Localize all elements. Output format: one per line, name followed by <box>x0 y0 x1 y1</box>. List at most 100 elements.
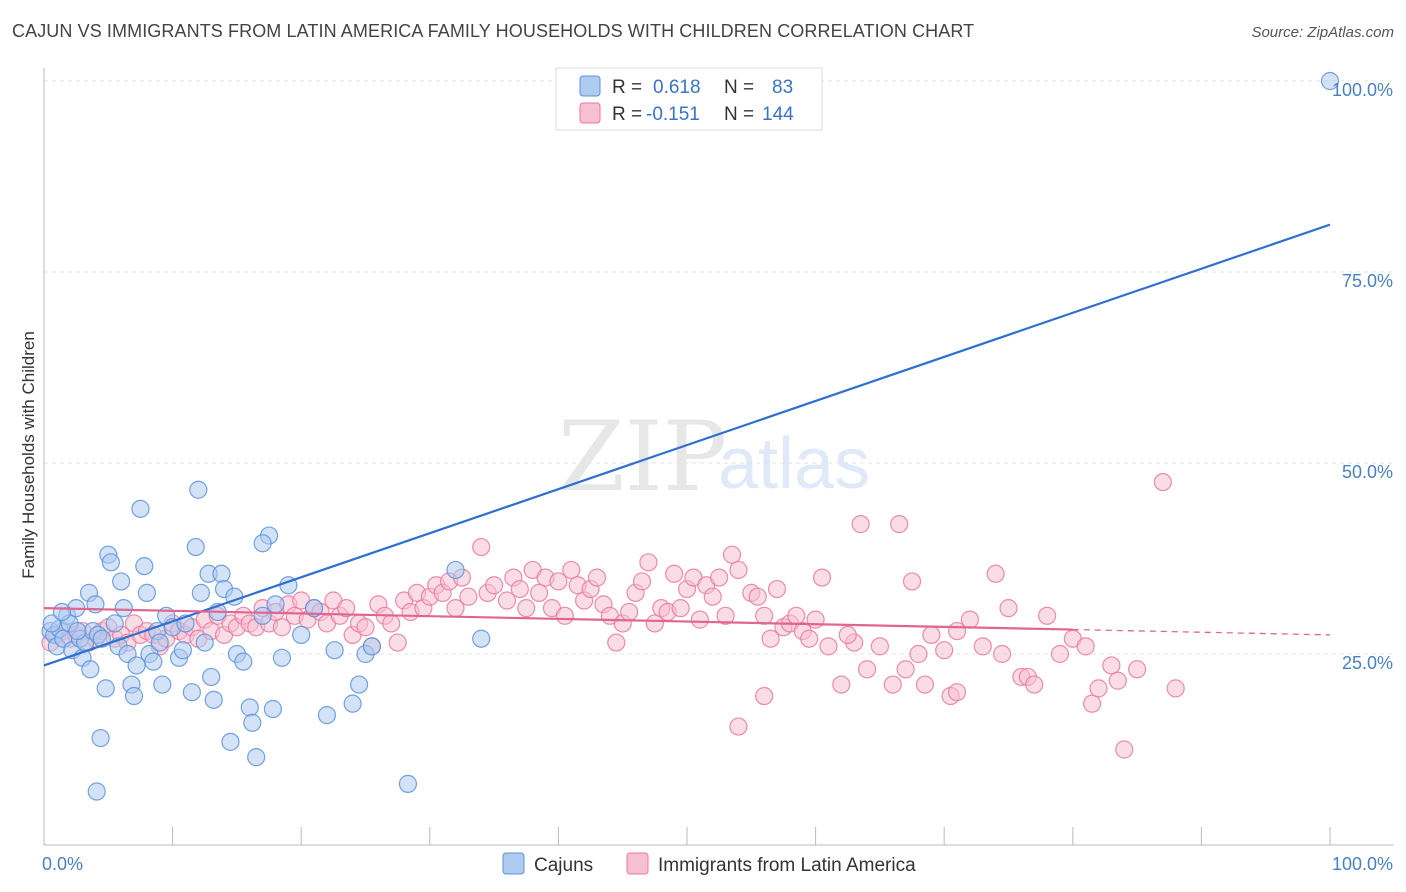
immigrant-point <box>497 591 517 610</box>
immigrant-point <box>1127 660 1147 679</box>
immigrant-point <box>356 618 375 637</box>
immigrant-point <box>337 599 356 618</box>
chart-title: CAJUN VS IMMIGRANTS FROM LATIN AMERICA F… <box>12 21 975 41</box>
cajun-point <box>173 641 192 660</box>
immigrant-point <box>1108 671 1127 690</box>
x-tick-label: 0.0% <box>42 854 83 874</box>
cajun-point <box>221 732 240 751</box>
legend-n-label-cajuns: N = <box>724 77 754 98</box>
y-tick-label: 100.0% <box>1332 80 1393 100</box>
immigrant-point <box>800 629 819 648</box>
immigrant-point <box>562 560 581 580</box>
legend-r-label-immigrants: R = <box>612 104 642 125</box>
cajun-point <box>304 599 324 618</box>
immigrant-point <box>729 717 748 736</box>
gridlines <box>44 80 1394 655</box>
y-axis-label: Family Households with Children <box>19 331 38 579</box>
cajun-point <box>153 675 172 694</box>
cajun-point <box>182 683 201 702</box>
cajun-point <box>472 629 491 648</box>
cajun-point <box>101 553 120 572</box>
cajun-point <box>292 625 311 645</box>
cajun-point <box>137 583 156 602</box>
immigrant-point <box>909 644 928 664</box>
immigrant-point <box>806 610 825 629</box>
bottom-legend-label-immigrants: Immigrants from Latin America <box>658 855 916 876</box>
cajun-point <box>240 698 259 717</box>
immigrant-point <box>748 587 767 606</box>
immigrant-point <box>639 553 658 572</box>
cajun-point <box>186 537 205 557</box>
immigrant-point <box>530 583 549 602</box>
immigrant-point <box>870 637 890 656</box>
immigrant-point <box>890 515 909 534</box>
cajun-point <box>189 480 208 499</box>
immigrant-point <box>703 587 722 606</box>
immigrant-point <box>902 572 922 591</box>
cajun-point <box>204 690 223 709</box>
trend-line-cajuns <box>43 223 1331 667</box>
x-tick-label: 100.0% <box>1332 854 1393 874</box>
legend-r-value-immigrants: -0.151 <box>646 104 700 125</box>
cajun-point <box>253 534 272 553</box>
cajun-point <box>1320 71 1340 91</box>
legend-n-value-immigrants: 144 <box>762 104 794 125</box>
cajun-point <box>272 648 292 667</box>
immigrant-point <box>1102 656 1121 675</box>
y-tick-label: 25.0% <box>1342 653 1393 673</box>
legend-r-label-cajuns: R = <box>612 77 642 98</box>
cajun-point <box>52 602 72 622</box>
immigrant-point <box>729 560 748 580</box>
immigrant-point <box>549 572 568 591</box>
immigrant-point <box>620 602 639 622</box>
cajun-point <box>91 728 110 748</box>
tick-labels: 25.0% 50.0% 75.0% 100.0% 0.0% 100.0% <box>42 80 1393 874</box>
immigrant-point <box>1115 740 1134 759</box>
immigrant-point <box>716 606 735 625</box>
immigrant-point <box>485 576 504 595</box>
legend-swatch-immigrants <box>579 102 601 124</box>
cajun-point <box>349 675 369 694</box>
legend-r-value-cajuns: 0.618 <box>653 77 701 98</box>
immigrant-point <box>883 675 902 694</box>
cajun-point <box>131 499 150 518</box>
bottom-legend-label-cajuns: Cajuns <box>534 855 593 876</box>
cajun-point <box>266 595 285 614</box>
immigrant-point <box>915 675 935 694</box>
immigrant-point <box>645 614 664 633</box>
cajun-point <box>317 706 337 725</box>
cajun-point <box>243 713 262 732</box>
immigrant-point <box>555 606 574 625</box>
immigrant-point <box>761 629 780 648</box>
legend-bottom: Cajuns Immigrants from Latin America <box>502 852 916 876</box>
immigrant-point <box>922 625 941 645</box>
immigrant-point <box>935 641 954 660</box>
source-credit: Source: ZipAtlas.com <box>1251 24 1394 41</box>
cajun-point <box>247 748 266 767</box>
immigrant-point <box>755 606 774 625</box>
immigrant-point <box>517 599 536 618</box>
immigrant-point <box>986 564 1005 583</box>
cajun-point <box>87 782 106 801</box>
axes <box>43 68 1394 846</box>
cajun-point <box>96 679 115 698</box>
y-tick-label: 75.0% <box>1342 271 1393 291</box>
legend-n-label-immigrants: N = <box>724 104 754 125</box>
watermark-atlas: atlas <box>718 424 870 504</box>
immigrant-point <box>851 515 870 534</box>
immigrant-point <box>388 633 407 652</box>
immigrant-point <box>1037 606 1057 625</box>
immigrant-point <box>960 610 980 629</box>
immigrant-point <box>973 637 992 656</box>
immigrant-point <box>472 537 491 557</box>
immigrant-point <box>607 633 626 652</box>
cajun-point <box>191 583 210 602</box>
cajun-point <box>362 637 382 656</box>
immigrant-point <box>947 683 967 702</box>
immigrant-point <box>755 686 774 706</box>
cajun-point <box>212 564 231 583</box>
immigrant-point <box>838 625 857 645</box>
legend-n-value-cajuns: 83 <box>772 77 793 98</box>
immigrant-point <box>671 599 690 618</box>
watermark-zip: ZIP <box>558 401 727 513</box>
